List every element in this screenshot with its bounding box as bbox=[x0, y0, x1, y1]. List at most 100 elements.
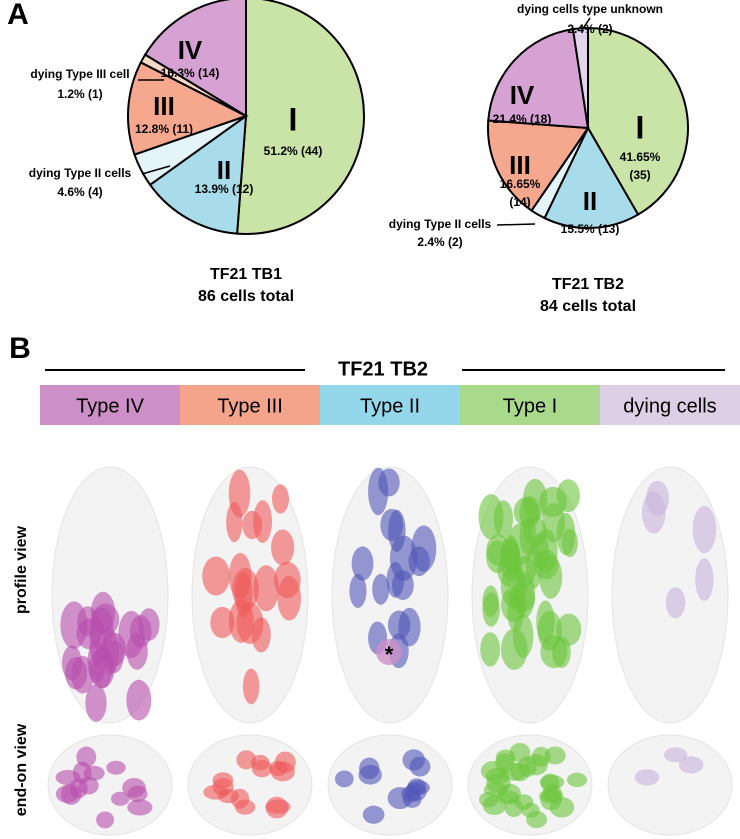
panel-label: A bbox=[7, 0, 29, 31]
cell bbox=[486, 534, 511, 567]
slice-label: dying Type III cell bbox=[30, 67, 129, 81]
slice-label: I bbox=[636, 109, 645, 145]
cell bbox=[351, 546, 374, 581]
cell bbox=[372, 573, 390, 605]
cell bbox=[358, 764, 382, 785]
cell bbox=[76, 746, 97, 768]
column-header bbox=[460, 385, 600, 425]
cell bbox=[522, 478, 548, 521]
cell bbox=[561, 528, 578, 558]
pie-slice bbox=[127, 61, 249, 156]
panel-title: TF21 TB2 bbox=[338, 358, 428, 380]
cell bbox=[85, 684, 107, 722]
cell bbox=[556, 613, 582, 646]
cell bbox=[514, 555, 536, 587]
cell bbox=[242, 668, 260, 705]
slice-label: II bbox=[583, 186, 597, 216]
cell bbox=[540, 789, 562, 811]
row-label: end-on view bbox=[13, 723, 30, 816]
cell bbox=[271, 484, 289, 514]
chart-subtitle: 86 cells total bbox=[198, 288, 294, 305]
cell bbox=[634, 769, 660, 786]
slice-label: II bbox=[217, 155, 231, 185]
marker: * bbox=[385, 642, 394, 667]
cell bbox=[228, 469, 251, 518]
cell bbox=[106, 760, 126, 775]
cell bbox=[60, 783, 82, 805]
leader-line bbox=[496, 223, 536, 226]
leader-line bbox=[141, 165, 171, 175]
pie-slice bbox=[587, 26, 689, 216]
pie-slice bbox=[148, 113, 248, 235]
cell bbox=[127, 785, 148, 802]
cell bbox=[89, 607, 114, 651]
cell bbox=[387, 610, 411, 640]
cell bbox=[61, 645, 82, 681]
pie-slice bbox=[236, 0, 365, 235]
slice-label: IV bbox=[178, 35, 203, 65]
value-label: 2.4% (2) bbox=[567, 22, 612, 36]
cell bbox=[210, 606, 235, 639]
cell bbox=[534, 528, 558, 574]
cell bbox=[228, 599, 254, 643]
value-label: 12.8% (11) bbox=[135, 122, 193, 136]
value-label: 15.5% (13) bbox=[561, 222, 620, 236]
chart-title: TF21 TB1 bbox=[210, 266, 282, 283]
slice-label: dying Type II cells bbox=[29, 166, 132, 180]
cell bbox=[349, 573, 367, 608]
column-header bbox=[320, 385, 460, 425]
column-header bbox=[600, 385, 740, 425]
slice-label: dying cells type unknown bbox=[517, 2, 663, 16]
value-label: 16.3% (14) bbox=[161, 66, 220, 80]
leader-line bbox=[581, 17, 591, 31]
column-label: Type III bbox=[217, 395, 283, 417]
cell bbox=[519, 517, 537, 556]
cell bbox=[362, 805, 385, 824]
slice-label: III bbox=[509, 150, 531, 180]
cell bbox=[402, 790, 422, 808]
value-label: 21.4% (18) bbox=[493, 112, 552, 126]
column-header bbox=[40, 385, 180, 425]
cell bbox=[217, 788, 239, 804]
cell bbox=[493, 500, 514, 539]
cell bbox=[232, 568, 259, 611]
cell bbox=[539, 486, 567, 518]
chart-title: TF21 TB2 bbox=[552, 276, 624, 293]
cell bbox=[566, 772, 588, 788]
cell bbox=[378, 468, 400, 497]
pie-slice bbox=[543, 125, 640, 229]
cell bbox=[253, 565, 279, 612]
cell bbox=[389, 535, 418, 581]
column-label: Type II bbox=[360, 395, 420, 417]
slice-label: IV bbox=[510, 80, 535, 110]
cell bbox=[96, 811, 115, 829]
cell bbox=[110, 791, 130, 806]
cell bbox=[118, 610, 145, 659]
slice-label: III bbox=[153, 91, 175, 121]
cell bbox=[126, 679, 152, 721]
cell bbox=[478, 791, 499, 808]
cell bbox=[486, 773, 511, 794]
column-label: Type IV bbox=[76, 395, 144, 417]
tissue-outline bbox=[187, 734, 313, 836]
cell bbox=[495, 749, 516, 765]
cell bbox=[409, 756, 431, 777]
marked-cell bbox=[376, 639, 402, 665]
cell bbox=[334, 770, 354, 788]
column-label: Type I bbox=[503, 395, 557, 417]
cell bbox=[510, 762, 531, 782]
pie-slice bbox=[487, 119, 590, 212]
cell bbox=[89, 647, 115, 689]
slice-label: dying Type II cells bbox=[389, 217, 492, 231]
pie-slice bbox=[571, 26, 589, 129]
column-header bbox=[180, 385, 320, 425]
cell bbox=[482, 592, 500, 627]
cell bbox=[380, 508, 404, 542]
cell bbox=[234, 799, 256, 815]
cell bbox=[663, 747, 688, 763]
cell bbox=[265, 796, 289, 819]
cell bbox=[127, 799, 153, 816]
value-label: 1.2% (1) bbox=[57, 87, 102, 101]
cell bbox=[202, 556, 230, 596]
